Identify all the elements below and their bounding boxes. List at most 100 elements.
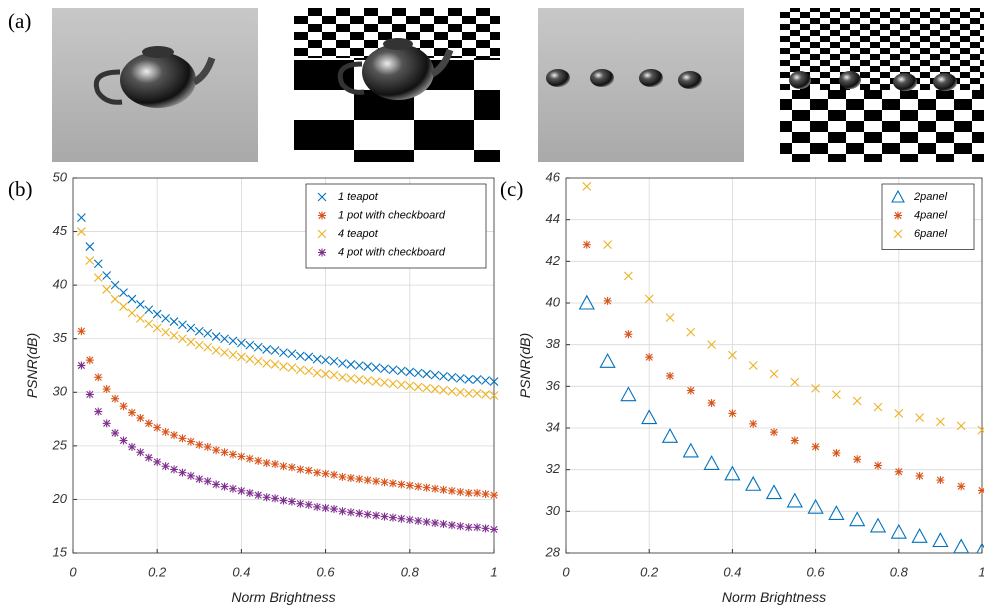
data-point <box>406 482 414 490</box>
data-point <box>145 419 153 427</box>
data-point <box>456 522 464 530</box>
data-point <box>330 505 338 513</box>
y-tick-label: 40 <box>546 294 561 309</box>
data-point <box>414 517 422 525</box>
data-point <box>895 468 903 476</box>
data-point <box>749 420 757 428</box>
data-point <box>254 457 262 465</box>
data-point <box>853 455 861 463</box>
legend-marker <box>894 212 902 220</box>
data-point <box>178 469 186 477</box>
data-point <box>288 498 296 506</box>
data-point <box>397 515 405 523</box>
x-tick-label: 0.6 <box>317 564 336 579</box>
y-tick-label: 42 <box>546 253 561 268</box>
data-point <box>791 437 799 445</box>
x-tick-label: 0.6 <box>807 564 826 579</box>
data-point <box>212 446 220 454</box>
y-tick-label: 44 <box>546 211 560 226</box>
data-point <box>77 362 85 370</box>
data-point <box>347 474 355 482</box>
data-point <box>145 454 153 462</box>
data-point <box>465 523 473 531</box>
x-tick-label: 0.8 <box>401 564 420 579</box>
data-point <box>389 479 397 487</box>
legend-marker <box>318 212 326 220</box>
data-point <box>237 487 245 495</box>
data-point <box>347 508 355 516</box>
data-point <box>624 330 632 338</box>
y-tick-label: 35 <box>53 330 68 345</box>
y-tick-label: 25 <box>52 437 68 452</box>
data-point <box>406 516 414 524</box>
data-point <box>103 385 111 393</box>
data-point <box>94 408 102 416</box>
y-tick-label: 20 <box>52 491 68 506</box>
y-tick-label: 36 <box>546 378 561 393</box>
data-point <box>153 424 161 432</box>
data-point <box>221 448 229 456</box>
y-axis-label: PSNR(dB) <box>24 333 40 398</box>
data-point <box>221 483 229 491</box>
render-image <box>780 8 984 162</box>
data-point <box>439 486 447 494</box>
data-point <box>381 478 389 486</box>
data-point <box>246 489 254 497</box>
x-tick-label: 0.8 <box>890 564 909 579</box>
y-tick-label: 46 <box>546 169 561 184</box>
y-tick-label: 30 <box>53 384 68 399</box>
data-point <box>136 414 144 422</box>
data-point <box>162 462 170 470</box>
data-point <box>465 489 473 497</box>
y-axis-label: PSNR(dB) <box>517 333 533 398</box>
data-point <box>645 353 653 361</box>
panel-label: (c) <box>500 177 523 201</box>
data-point <box>170 465 178 473</box>
data-point <box>916 472 924 480</box>
data-point <box>364 510 372 518</box>
y-tick-label: 38 <box>546 336 561 351</box>
x-axis-label: Norm Brightness <box>722 589 826 605</box>
data-point <box>263 493 271 501</box>
data-point <box>874 462 882 470</box>
data-point <box>187 472 195 480</box>
y-tick-label: 32 <box>546 461 561 476</box>
data-point <box>120 402 128 410</box>
data-point <box>313 503 321 511</box>
x-tick-label: 0.2 <box>148 564 167 579</box>
legend-label: 6panel <box>914 228 948 240</box>
data-point <box>128 443 136 451</box>
legend-label: 4 pot with checkboard <box>338 246 446 258</box>
x-tick-label: 0 <box>562 564 570 579</box>
legend: 1 teapot1 pot with checkboard4 teapot4 p… <box>306 184 486 268</box>
panel-label: (a) <box>8 9 31 33</box>
data-point <box>128 409 136 417</box>
data-point <box>423 518 431 526</box>
y-tick-label: 45 <box>53 223 68 238</box>
data-point <box>414 483 422 491</box>
data-point <box>86 390 94 398</box>
data-point <box>187 438 195 446</box>
data-point <box>423 484 431 492</box>
data-point <box>355 475 363 483</box>
data-point <box>687 387 695 395</box>
x-tick-label: 0.4 <box>723 564 741 579</box>
data-point <box>305 501 313 509</box>
data-point <box>431 519 439 527</box>
data-point <box>708 399 716 407</box>
data-point <box>229 450 237 458</box>
render-image <box>52 8 258 162</box>
data-point <box>153 458 161 466</box>
data-point <box>170 431 178 439</box>
legend-label: 1 teapot <box>338 191 379 203</box>
data-point <box>204 477 212 485</box>
y-tick-label: 28 <box>545 544 561 559</box>
data-point <box>583 241 591 249</box>
data-point <box>473 489 481 497</box>
legend-label: 4 teapot <box>338 228 379 240</box>
data-point <box>305 467 313 475</box>
data-point <box>770 428 778 436</box>
data-point <box>473 523 481 531</box>
data-point <box>431 485 439 493</box>
data-point <box>957 482 965 490</box>
